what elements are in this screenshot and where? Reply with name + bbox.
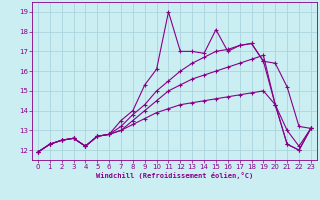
X-axis label: Windchill (Refroidissement éolien,°C): Windchill (Refroidissement éolien,°C) (96, 172, 253, 179)
